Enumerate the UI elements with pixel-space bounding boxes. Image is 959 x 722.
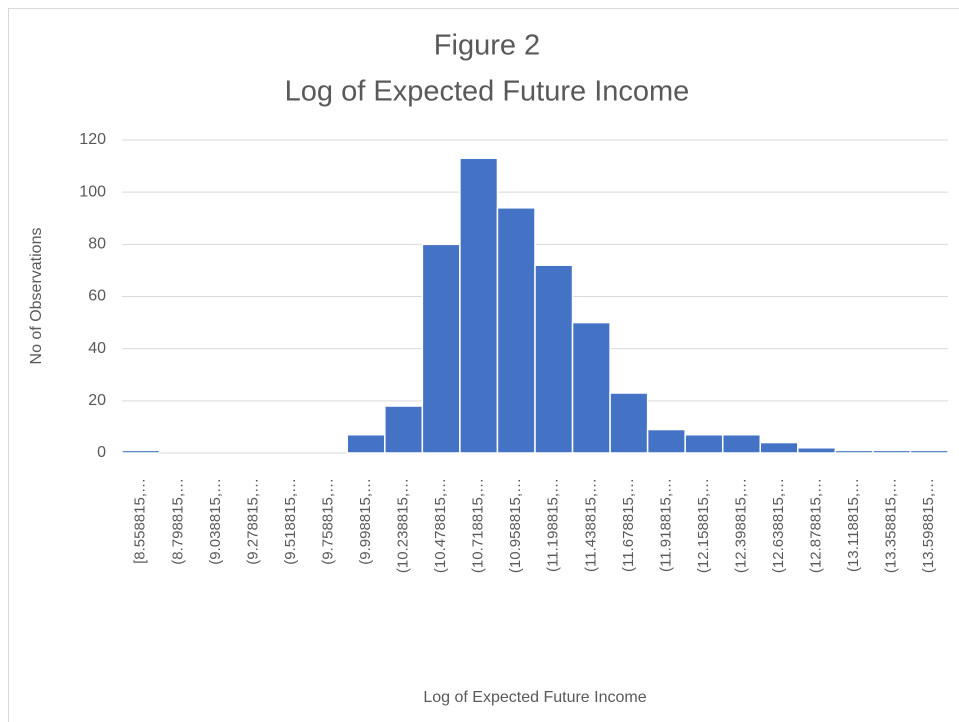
x-tick-label: (10.478815,…: [432, 478, 449, 573]
chart-title: Figure 2: [434, 30, 540, 62]
x-tick-label: (10.958815,…: [507, 478, 524, 573]
x-tick-label: (12.398815,…: [732, 478, 749, 573]
x-tick-label: (13.118815,…: [845, 478, 862, 572]
bar: [721, 433, 762, 454]
x-tick-label: (11.198815,…: [545, 478, 562, 572]
bar: [384, 405, 424, 454]
y-tick-label: 20: [88, 392, 106, 409]
x-tick-label: (9.998815,…: [357, 478, 374, 565]
bar: [834, 449, 874, 454]
x-tick-label: (11.918815,…: [657, 478, 674, 572]
y-tick-label: 0: [97, 444, 106, 461]
x-tick-label: (10.718815,…: [470, 478, 487, 573]
x-tick-label: (9.038815,…: [207, 478, 224, 565]
x-tick-label: (13.358815,…: [883, 478, 900, 573]
bar: [421, 243, 461, 454]
bar: [759, 441, 799, 454]
x-tick-label: (12.638815,…: [770, 478, 787, 573]
y-axis-label: No of Observations: [28, 228, 45, 365]
bar: [684, 433, 724, 454]
bar: [459, 157, 499, 454]
bar: [797, 447, 837, 454]
x-tick-label: (10.238815,…: [395, 478, 412, 573]
bar: [872, 449, 912, 454]
bar: [121, 449, 161, 454]
bar: [496, 207, 536, 454]
x-tick-label: (12.158815,…: [695, 478, 712, 573]
x-tick-label: [8.558815,…: [132, 478, 149, 564]
y-tick-label: 80: [88, 236, 106, 253]
x-tick-label: (9.518815,…: [282, 478, 299, 565]
bar: [609, 392, 649, 454]
bar: [534, 264, 574, 454]
x-tick-label: (11.438815,…: [582, 478, 599, 572]
bar: [346, 433, 386, 454]
x-axis-label: Log of Expected Future Income: [423, 689, 646, 706]
bar: [909, 449, 949, 454]
y-tick-label: 120: [79, 131, 106, 148]
bar: [646, 428, 686, 454]
chart-subtitle: Log of Expected Future Income: [285, 76, 690, 108]
x-tick-label: (8.798815,…: [169, 478, 186, 565]
x-tick-label: (9.758815,…: [319, 478, 336, 565]
x-tick-label: (11.678815,…: [620, 478, 637, 572]
x-tick-label: (9.278815,…: [244, 478, 261, 565]
x-tick-label: (12.878815,…: [808, 478, 825, 573]
x-tick-label: (13.598815,…: [920, 478, 937, 573]
y-tick-label: 100: [79, 183, 106, 200]
y-tick-label: 40: [88, 340, 106, 357]
bar: [571, 321, 611, 454]
y-tick-label: 60: [88, 288, 106, 305]
